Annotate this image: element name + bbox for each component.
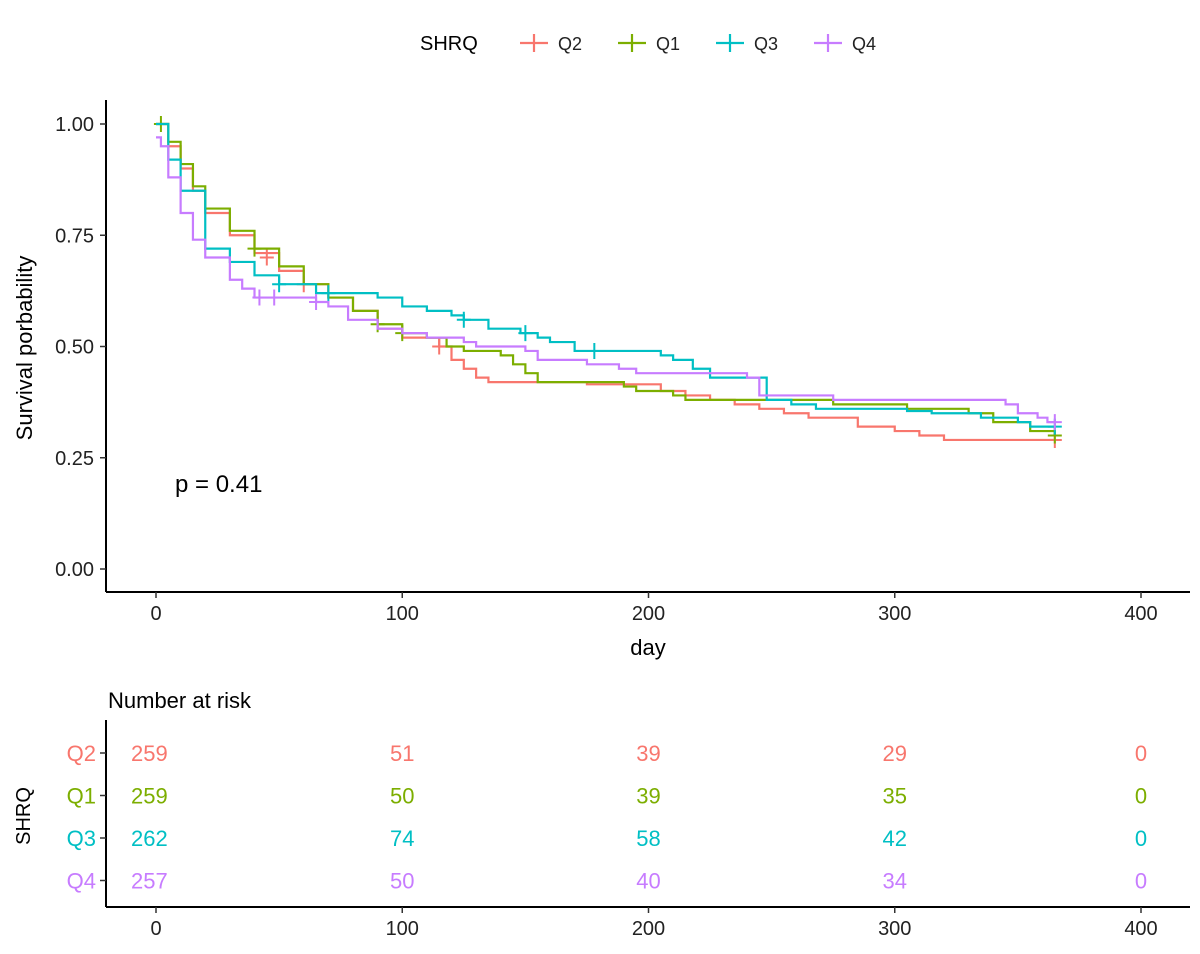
risk-count: 0 (1135, 741, 1147, 766)
x-tick-label: 0 (150, 603, 161, 625)
risk-count: 51 (390, 741, 414, 766)
censor-mark (321, 285, 336, 302)
risk-count: 58 (636, 826, 660, 851)
x-tick-label: 100 (386, 603, 419, 625)
censor-mark (272, 276, 287, 293)
legend-label: Q4 (852, 34, 876, 54)
legend: SHRQ Q2 Q1 Q3 Q4 (420, 33, 876, 55)
censor-mark (587, 342, 602, 359)
risk-count: 257 (131, 869, 168, 894)
y-axis-label: Survival porbability (12, 256, 37, 441)
censor-mark (432, 338, 447, 355)
x-axis-label: day (630, 635, 665, 660)
x-tick-label: 400 (1124, 603, 1157, 625)
risk-count: 0 (1135, 784, 1147, 809)
risk-x-tick-label: 200 (632, 918, 665, 940)
legend-key-q4 (814, 34, 842, 52)
legend-label: Q2 (558, 34, 582, 54)
survival-curve-q4 (156, 136, 1055, 424)
x-tick-label: 200 (632, 603, 665, 625)
legend-label: Q1 (656, 34, 680, 54)
risk-count: 39 (636, 741, 660, 766)
risk-row-label: Q3 (67, 826, 96, 851)
p-value-annotation: p = 0.41 (175, 471, 262, 498)
risk-table-ylabel: SHRQ (13, 787, 35, 845)
risk-count: 262 (131, 826, 168, 851)
y-tick-label: 0.25 (55, 448, 94, 470)
censor-mark (1047, 414, 1062, 431)
censor-mark (456, 311, 471, 328)
risk-x-tick-label: 0 (150, 918, 161, 940)
risk-row-label: Q2 (67, 741, 96, 766)
risk-row-label: Q1 (67, 784, 96, 809)
y-tick-label: 1.00 (55, 114, 94, 136)
risk-row-label: Q4 (67, 869, 96, 894)
y-tick-label: 0.50 (55, 337, 94, 359)
legend-title: SHRQ (420, 33, 478, 55)
risk-count: 39 (636, 784, 660, 809)
risk-count: 0 (1135, 826, 1147, 851)
survival-curve-q1 (156, 122, 1056, 436)
risk-x-tick-label: 300 (878, 918, 911, 940)
censor-mark (518, 325, 533, 342)
risk-count: 259 (131, 784, 168, 809)
risk-count: 74 (390, 826, 414, 851)
legend-key-q2 (520, 34, 548, 52)
risk-count: 42 (883, 826, 907, 851)
censor-mark (247, 240, 262, 257)
risk-count: 35 (883, 784, 907, 809)
risk-count: 29 (883, 741, 907, 766)
survival-curve-q3 (156, 122, 1055, 428)
legend-key-q1 (618, 34, 646, 52)
risk-table-title: Number at risk (108, 688, 252, 713)
censor-mark (252, 289, 267, 306)
censor-mark (309, 294, 324, 310)
survival-curve-q2 (156, 122, 1055, 442)
risk-count: 50 (390, 784, 414, 809)
risk-count: 259 (131, 741, 168, 766)
risk-count: 34 (883, 869, 907, 894)
plot-area: 0.00 0.25 0.50 0.75 1.00 0 100 200 300 400 (55, 100, 1190, 625)
x-tick-label: 300 (878, 603, 911, 625)
risk-count: 0 (1135, 869, 1147, 894)
risk-x-tick-label: 100 (386, 918, 419, 940)
legend-key-q3 (716, 34, 744, 52)
risk-x-tick-label: 400 (1124, 918, 1157, 940)
y-tick-label: 0.00 (55, 559, 94, 581)
censor-mark (259, 249, 274, 266)
risk-count: 40 (636, 869, 660, 894)
risk-count: 50 (390, 869, 414, 894)
censor-mark (267, 289, 282, 306)
y-tick-label: 0.75 (55, 225, 94, 247)
legend-label: Q3 (754, 34, 778, 54)
